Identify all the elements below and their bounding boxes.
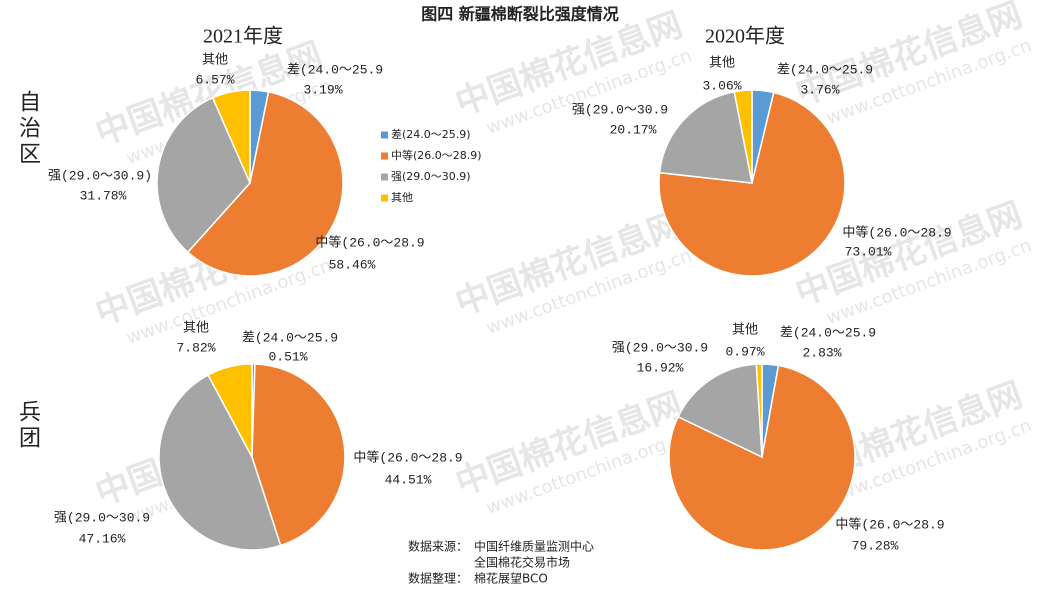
- legend-label: 差(24.0～25.9): [391, 127, 471, 141]
- value-label: 31.78%: [80, 188, 127, 203]
- value-label: 2.83%: [802, 345, 841, 360]
- slice-label: 差(24.0～25.9: [287, 62, 383, 77]
- pie-slice: [251, 363, 346, 547]
- slice-label: 其他: [183, 320, 209, 335]
- value-label: 44.51%: [385, 472, 432, 487]
- pie-slice: [156, 96, 251, 254]
- value-label: 16.92%: [637, 360, 684, 375]
- pie-slice: [211, 89, 251, 184]
- source-label: 数据来源：: [408, 539, 468, 554]
- slice-label: 差(24.0～25.9: [242, 330, 338, 345]
- column-label: 2021年度: [203, 25, 283, 48]
- legend-label: 中等(26.0～28.9): [391, 148, 482, 162]
- value-label: 3.76%: [800, 82, 839, 97]
- source-line: 全国棉花交易市场: [474, 555, 570, 570]
- pie-slice: [658, 90, 753, 184]
- legend-label: 其他: [391, 191, 413, 204]
- slice-label: 差(24.0～25.9: [777, 62, 873, 77]
- slice-label: 其他: [709, 55, 735, 70]
- legend-swatch: [381, 194, 388, 202]
- value-label: 58.46%: [329, 257, 376, 272]
- editor: 棉花展望BCO: [474, 571, 548, 586]
- value-label: 0.97%: [725, 344, 764, 359]
- chart-title: 图四 新疆棉断裂比强度情况: [421, 5, 619, 24]
- slice-label: 强(29.0～30.9): [48, 168, 152, 183]
- slice-label: 强(29.0～30.9: [572, 102, 668, 117]
- pie-slice: [755, 363, 763, 458]
- row-label: 自治区: [15, 90, 41, 168]
- slice-label: 中等(26.0～28.9: [315, 234, 424, 250]
- pie-slice: [186, 90, 344, 277]
- legend-swatch: [381, 173, 388, 181]
- slice-label: 中等(26.0～28.9: [353, 449, 462, 465]
- slice-label: 中等(26.0～28.9: [835, 516, 944, 532]
- legend: 差(24.0～25.9) 中等(26.0～28.9) 强(29.0～30.9) 其他: [381, 127, 482, 204]
- value-label: 3.06%: [702, 78, 741, 93]
- legend-label: 强(29.0～30.9): [391, 170, 471, 183]
- editor-label: 数据整理：: [408, 571, 468, 586]
- slice-label: 强(29.0～30.9: [54, 510, 150, 525]
- pie-slice: [733, 89, 753, 184]
- pie-slice: [658, 91, 846, 277]
- value-label: 20.17%: [610, 122, 657, 137]
- slice-label: 差(24.0～25.9: [780, 325, 876, 340]
- value-label: 6.57%: [195, 72, 234, 87]
- value-label: 73.01%: [845, 244, 892, 259]
- legend-swatch: [381, 152, 388, 160]
- slice-label: 中等(26.0～28.9: [842, 224, 951, 240]
- value-label: 7.82%: [176, 340, 215, 355]
- value-label: 0.51%: [268, 349, 307, 364]
- column-label: 2020年度: [705, 25, 785, 48]
- slice-label: 其他: [732, 322, 758, 337]
- pie-slice: [677, 363, 763, 459]
- pie-slice: [158, 373, 282, 551]
- value-label: 79.28%: [852, 538, 899, 553]
- slice-label: 其他: [202, 52, 228, 67]
- value-label: 47.16%: [79, 531, 126, 546]
- pie-slice: [207, 363, 253, 458]
- slice-label: 强(29.0～30.9: [612, 340, 708, 355]
- value-label: 3.19%: [303, 82, 342, 97]
- row-label: 兵团: [15, 400, 40, 452]
- legend-swatch: [381, 131, 388, 139]
- source-line: 中国纤维质量监测中心: [474, 539, 594, 554]
